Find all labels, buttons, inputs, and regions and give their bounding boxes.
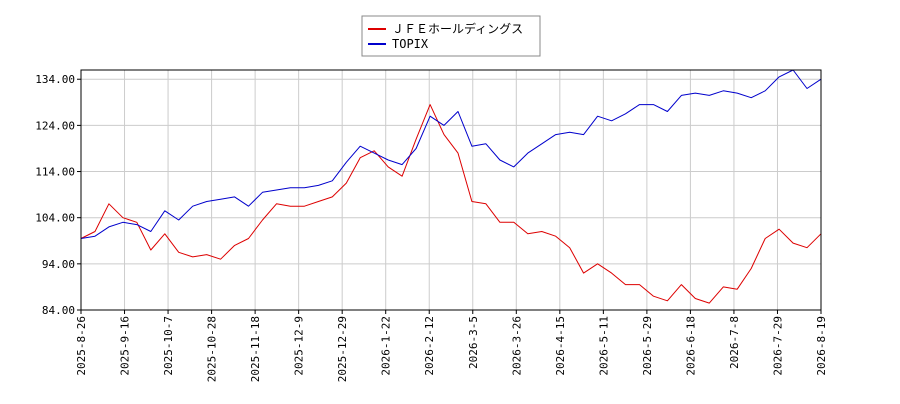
y-tick-label: 114.00	[35, 166, 75, 179]
legend-label: TOPIX	[392, 37, 429, 51]
y-tick-label: 104.00	[35, 212, 75, 225]
grid	[80, 70, 822, 311]
y-tick-label: 124.00	[35, 119, 75, 132]
x-tick-label: 2025-11-18	[249, 316, 262, 382]
axes: 84.00 94.00 104.00 114.00 124.00 134.00 2025-8…	[35, 73, 828, 382]
x-tick-label: 2026-3-26	[510, 316, 523, 376]
x-tick-label: 2025-8-26	[75, 316, 88, 376]
plot-frame	[80, 69, 822, 311]
x-tick-label: 2026-3-5	[467, 316, 480, 369]
x-tick-label: 2026-2-12	[423, 316, 436, 376]
legend-label: ＪＦＥホールディングス	[392, 21, 523, 36]
x-tick-label: 2026-7-8	[728, 316, 741, 369]
y-tick-label: 84.00	[42, 304, 75, 317]
legend-box	[361, 15, 541, 57]
x-tick-label: 2026-7-29	[771, 316, 784, 376]
y-tick-label: 94.00	[42, 258, 75, 271]
x-tick-label: 2026-4-15	[554, 316, 567, 376]
series-line-0	[80, 104, 822, 304]
x-tick-label: 2025-9-16	[119, 316, 132, 376]
y-tick-label: 134.00	[35, 73, 75, 86]
x-tick-label: 2025-12-29	[336, 316, 349, 382]
x-tick-label: 2026-1-22	[380, 316, 393, 376]
x-tick-label: 2026-6-18	[684, 316, 697, 376]
x-tick-label: 2026-5-11	[597, 316, 610, 376]
series-layer	[80, 69, 822, 304]
series-line-1	[80, 69, 822, 239]
x-tick-label: 2026-5-29	[641, 316, 654, 376]
x-tick-label: 2026-8-19	[815, 316, 828, 376]
x-tick-label: 2025-10-7	[162, 316, 175, 376]
x-tick-label: 2025-12-9	[293, 316, 306, 376]
x-tick-label: 2025-10-28	[206, 316, 219, 382]
